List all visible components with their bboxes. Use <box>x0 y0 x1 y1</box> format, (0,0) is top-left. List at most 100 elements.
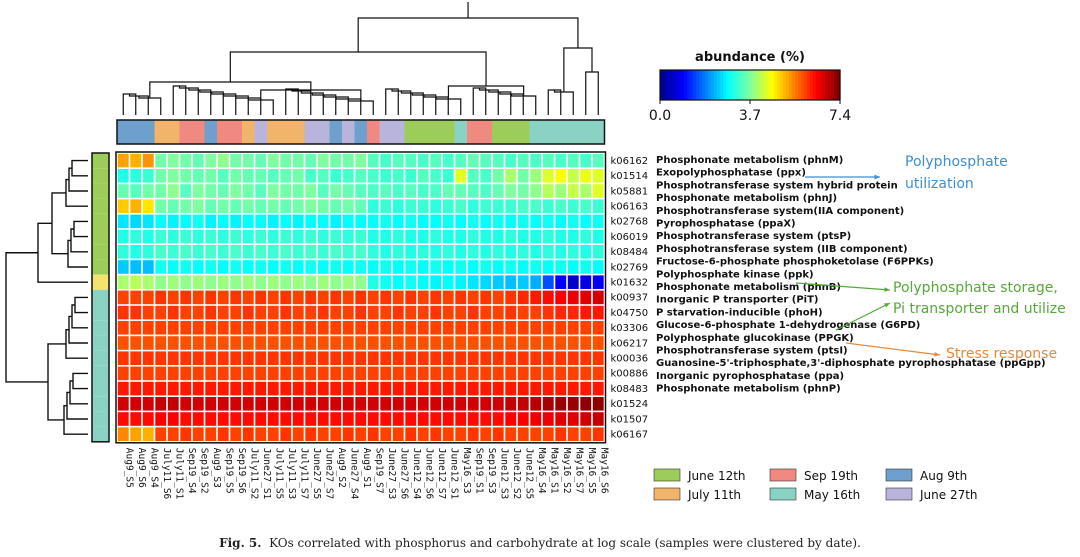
heatmap-cell <box>580 169 592 183</box>
heatmap-cell <box>117 214 129 229</box>
ko-label: k08484 <box>611 247 649 258</box>
sample-date-color-bar <box>116 119 606 145</box>
heatmap-cell <box>367 260 379 274</box>
legend-label: June 27th <box>919 488 978 502</box>
dendrogram-link <box>547 89 562 115</box>
heatmap-cell <box>517 351 529 365</box>
heatmap-cell <box>280 381 292 396</box>
colorbar-tick-label: 7.4 <box>829 108 851 124</box>
sample-label: July11_S1 <box>173 448 184 500</box>
heatmap-cell <box>255 397 267 411</box>
heatmap-cell <box>192 336 204 350</box>
heatmap-cell <box>592 351 604 365</box>
sample-date-cell <box>542 120 555 144</box>
heatmap-cell <box>417 351 429 365</box>
dendrogram-link <box>71 159 88 177</box>
heatmap-cell <box>580 245 592 259</box>
heatmap-cell <box>392 366 404 381</box>
heatmap-cell <box>292 351 304 365</box>
sample-date-cell <box>217 120 230 144</box>
heatmap-cell <box>592 199 604 213</box>
heatmap-cell <box>280 245 292 259</box>
heatmap-cell <box>392 260 404 274</box>
heatmap-figure: k06162 k01514 k05881 k06163 k02768 k06019 k084… <box>5 2 1066 502</box>
heatmap-cell <box>242 260 254 274</box>
heatmap-cell <box>242 321 254 335</box>
heatmap-cell <box>492 169 504 183</box>
heatmap-cell <box>242 229 254 244</box>
colorbar-segment <box>762 70 766 100</box>
heatmap-cell <box>342 336 354 350</box>
heatmap-cell <box>592 397 604 411</box>
heatmap-cell <box>430 229 442 244</box>
heatmap-cell <box>205 229 217 244</box>
colorbar-segment <box>663 70 667 100</box>
heatmap-cell <box>205 427 217 441</box>
heatmap-cell <box>480 397 492 411</box>
colorbar-segment <box>828 70 832 100</box>
heatmap-cell <box>230 381 242 396</box>
heatmap-cell <box>367 336 379 350</box>
heatmap-cell <box>180 351 192 365</box>
heatmap-cell <box>380 321 392 335</box>
heatmap-cell <box>180 336 192 350</box>
function-label: Pyrophosphatase (ppaX) <box>656 219 796 230</box>
heatmap-cell <box>292 199 304 213</box>
heatmap-cell <box>205 290 217 305</box>
heatmap-cell <box>592 275 604 289</box>
heatmap-cell <box>192 305 204 320</box>
heatmap-cell <box>530 397 542 411</box>
heatmap-cell <box>155 169 167 183</box>
sample-label: May16_S2 <box>561 448 572 494</box>
heatmap-cell <box>142 381 154 396</box>
colorbar-segment <box>768 70 772 100</box>
heatmap-cell <box>555 245 567 259</box>
heatmap-cell <box>380 169 392 183</box>
heatmap-cell <box>480 199 492 213</box>
heatmap-cell <box>267 260 279 274</box>
heatmap-cell <box>117 245 129 259</box>
annotation-arrowhead <box>874 174 880 180</box>
heatmap-cell <box>342 321 354 335</box>
heatmap-cell <box>517 184 529 198</box>
heatmap-cell <box>305 290 317 305</box>
colorbar-segment <box>753 70 757 100</box>
annotation-arrow <box>845 342 941 356</box>
dendrogram-link <box>73 220 88 238</box>
colorbar-segment <box>687 70 691 100</box>
heatmap-cell <box>280 336 292 350</box>
heatmap-cell <box>117 169 129 183</box>
heatmap-cell <box>205 336 217 350</box>
caption-label: Fig. 5. <box>219 536 262 550</box>
dendrogram-link <box>229 51 487 86</box>
heatmap-cell <box>255 184 267 198</box>
heatmap-cell <box>230 214 242 229</box>
heatmap-cell <box>330 199 342 213</box>
heatmap-cell <box>305 275 317 289</box>
heatmap-cell <box>367 275 379 289</box>
heatmap-cell <box>217 397 229 411</box>
heatmap-cell <box>592 305 604 320</box>
heatmap-cell <box>330 260 342 274</box>
heatmap-cell <box>317 366 329 381</box>
dendrogram-link <box>563 47 593 92</box>
sample-label: Aug9_S6 <box>136 448 147 488</box>
heatmap-cell <box>305 245 317 259</box>
heatmap-cell <box>242 366 254 381</box>
dendrogram-link <box>122 93 137 115</box>
heatmap-cell <box>455 169 467 183</box>
colorbar-segment <box>693 70 697 100</box>
sample-date-cell <box>442 120 455 144</box>
heatmap-cell <box>580 214 592 229</box>
heatmap-cell <box>405 260 417 274</box>
colorbar-segment <box>669 70 673 100</box>
heatmap-cell <box>455 184 467 198</box>
heatmap-cell <box>430 412 442 426</box>
annotation-arrow <box>835 302 891 331</box>
heatmap-cell <box>392 245 404 259</box>
heatmap-cell <box>192 229 204 244</box>
heatmap-cell <box>230 351 242 365</box>
heatmap-cell <box>180 184 192 198</box>
heatmap-cell <box>542 351 554 365</box>
heatmap-cell <box>467 336 479 350</box>
